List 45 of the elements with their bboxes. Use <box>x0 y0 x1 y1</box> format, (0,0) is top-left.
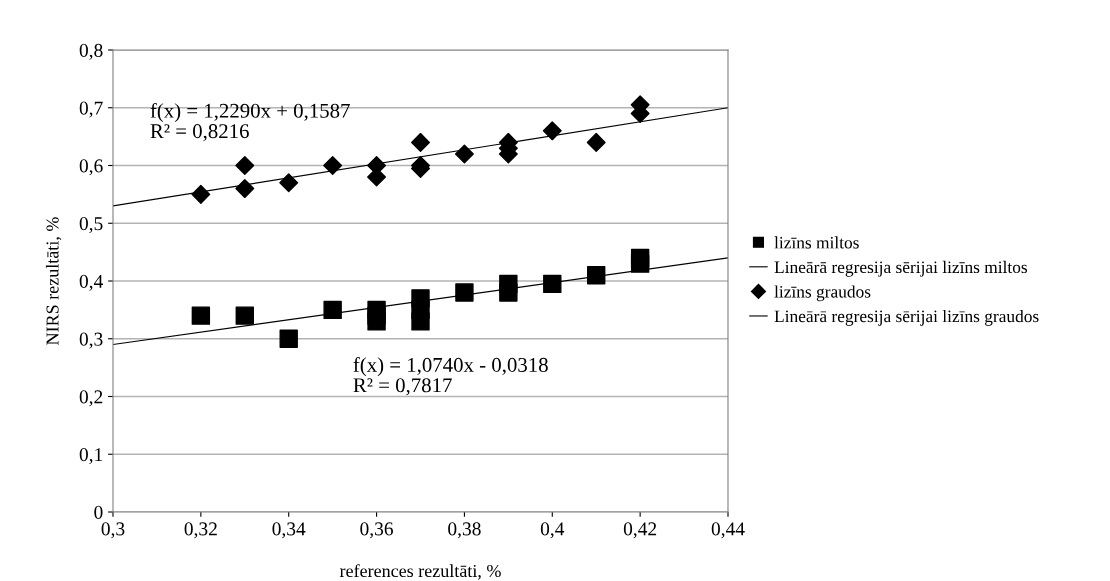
y-tick-label: 0,2 <box>79 390 103 407</box>
y-tick-label: 0,6 <box>79 159 103 176</box>
y-tick-label: 0,3 <box>79 332 103 349</box>
y-tick-label: 0,8 <box>79 43 103 60</box>
annotation: f(x) = 1,0740x - 0,0318 R² = 0,7817 <box>353 357 548 396</box>
x-tick-label: 0,44 <box>711 522 745 539</box>
x-tick-label: 0,4 <box>540 522 565 539</box>
point <box>630 248 650 268</box>
point <box>279 173 299 193</box>
point <box>586 132 606 152</box>
x-tick-label: 0,34 <box>272 522 306 539</box>
point <box>587 266 606 285</box>
point <box>367 306 386 325</box>
point <box>455 283 474 302</box>
legend-label: lizīns miltos <box>774 236 859 249</box>
point <box>191 184 211 204</box>
y-tick-label: 0 <box>94 505 103 519</box>
point <box>323 156 343 175</box>
y-tick-label: 0,1 <box>79 448 103 464</box>
annotation: f(x) = 1,2290x + 0,1587 R² = 0,8216 <box>150 102 350 142</box>
x-tick-label: 0,36 <box>360 522 394 539</box>
point <box>191 306 211 325</box>
legend-label: Lineārā regresija sērijai lizīns miltos <box>774 260 1028 277</box>
point <box>411 312 430 331</box>
x-tick-label: 0,38 <box>448 522 481 539</box>
legend-label: lizīns graudos <box>774 285 871 302</box>
point <box>542 121 562 141</box>
x-tick-label: 0,42 <box>623 522 657 539</box>
y-axis-title: NIRS rezultāti, % <box>45 217 62 345</box>
point <box>454 144 474 164</box>
x-tick-label: 0,3 <box>101 522 125 539</box>
legend-label: Lineārā regresija sērijai lizīns graudos <box>774 310 1039 326</box>
point <box>235 179 255 199</box>
point <box>279 329 298 348</box>
y-tick-label: 0,4 <box>79 274 103 291</box>
point <box>411 132 430 152</box>
y-tick-label: 0,5 <box>79 217 103 233</box>
point <box>235 306 254 325</box>
x-axis-title: references rezultāti, % <box>339 564 501 580</box>
point <box>235 156 255 175</box>
point <box>323 300 342 320</box>
y-tick-label: 0,7 <box>79 101 103 118</box>
point <box>499 283 518 302</box>
x-tick-label: 0,32 <box>184 522 217 539</box>
point <box>543 274 562 294</box>
